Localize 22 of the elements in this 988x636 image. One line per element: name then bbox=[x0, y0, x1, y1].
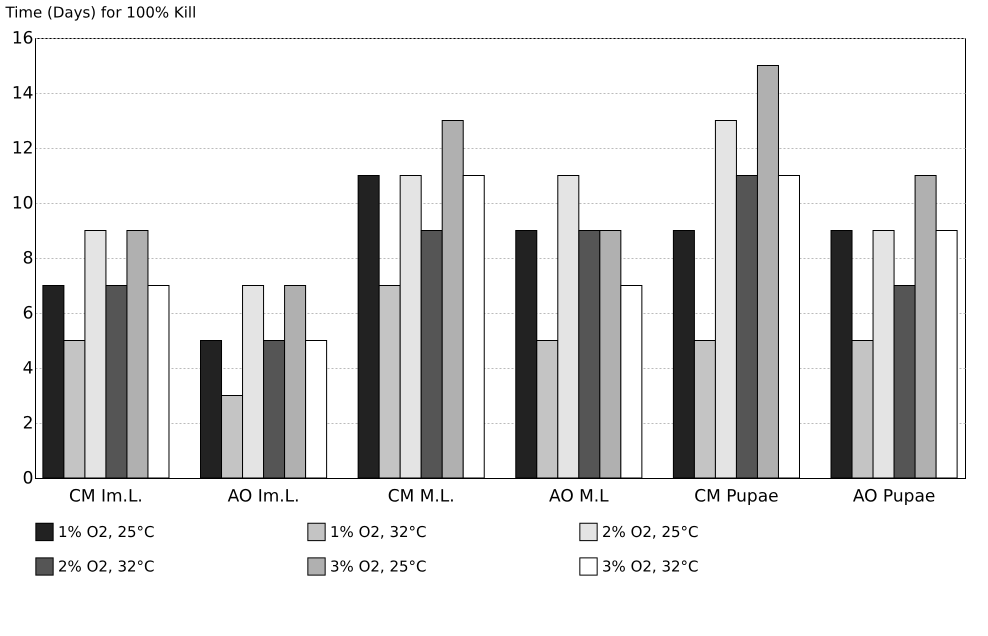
legend-label: 2% O2, 25°C bbox=[602, 522, 699, 541]
x-tick-label: CM Pupae bbox=[694, 486, 779, 506]
x-tick-label: AO M.L bbox=[548, 486, 610, 506]
y-tick-label: 4 bbox=[22, 358, 34, 378]
y-tick-label: 16 bbox=[12, 28, 34, 48]
x-tick-label: CM M.L. bbox=[388, 486, 455, 506]
y-tick-label: 12 bbox=[12, 138, 34, 158]
legend-label: 3% O2, 25°C bbox=[330, 558, 427, 576]
x-tick-label: CM Im.L. bbox=[69, 486, 143, 506]
y-tick-label: 0 bbox=[22, 468, 34, 488]
y-tick-label: 6 bbox=[22, 304, 34, 324]
legend-label: 1% O2, 25°C bbox=[58, 522, 155, 541]
y-axis-title: Time (Days) for 100% Kill bbox=[4, 4, 196, 22]
y-tick-label: 2 bbox=[22, 414, 34, 434]
y-tick-label: 10 bbox=[12, 194, 34, 214]
legend-label: 2% O2, 32°C bbox=[58, 558, 155, 576]
x-tick-label: AO Pupae bbox=[852, 486, 936, 506]
legend-label: 3% O2, 32°C bbox=[602, 558, 699, 576]
y-tick-label: 8 bbox=[22, 248, 34, 268]
y-tick-label: 14 bbox=[12, 84, 34, 104]
x-tick-label: AO Im.L. bbox=[228, 486, 300, 506]
legend-label: 1% O2, 32°C bbox=[330, 522, 427, 541]
